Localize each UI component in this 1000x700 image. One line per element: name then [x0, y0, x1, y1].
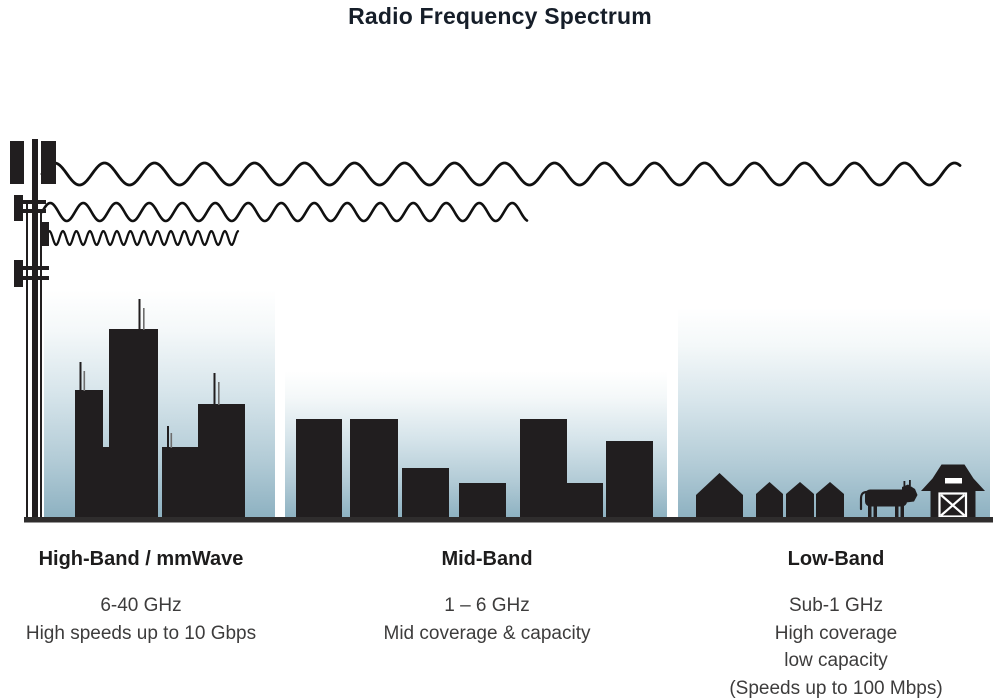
- short-wavelength-wave-icon: [44, 229, 240, 247]
- radio-waves: [40, 161, 962, 247]
- mid-band-frequency: 1 – 6 GHz: [444, 595, 530, 616]
- spectrum-scene: [10, 139, 993, 523]
- high-band-label-group: High-Band / mmWave 6-40 GHz High speeds …: [1, 546, 281, 647]
- cow-icon: [859, 480, 918, 518]
- mid-band-label-group: Mid-Band 1 – 6 GHz Mid coverage & capaci…: [347, 546, 627, 647]
- suburb-houses-icon: [696, 473, 844, 518]
- page-title: Radio Frequency Spectrum: [348, 3, 652, 29]
- barn-icon: [921, 464, 985, 518]
- low-band-heading: Low-Band: [787, 548, 885, 570]
- midrise-buildings-icon: [296, 419, 653, 519]
- mid-band-heading: Mid-Band: [441, 548, 533, 570]
- mid-band-description: Mid coverage & capacity: [383, 622, 591, 644]
- long-wavelength-wave-icon: [40, 161, 962, 187]
- high-band-frequency: 6-40 GHz: [100, 595, 182, 616]
- high-band-description: High speeds up to 10 Gbps: [25, 622, 257, 644]
- low-band-description-3: (Speeds up to 100 Mbps): [729, 677, 943, 699]
- high-band-heading: High-Band / mmWave: [38, 548, 244, 570]
- low-band-description-2: low capacity: [784, 650, 888, 671]
- low-band-description-1: High coverage: [774, 622, 898, 644]
- city-skyline-icon: [75, 299, 245, 518]
- ground-line: [24, 517, 993, 523]
- cell-tower-icon: [10, 139, 56, 522]
- low-band-label-group: Low-Band Sub-1 GHz High coverage low cap…: [686, 546, 986, 700]
- low-band-frequency: Sub-1 GHz: [789, 595, 883, 616]
- medium-wavelength-wave-icon: [40, 201, 529, 223]
